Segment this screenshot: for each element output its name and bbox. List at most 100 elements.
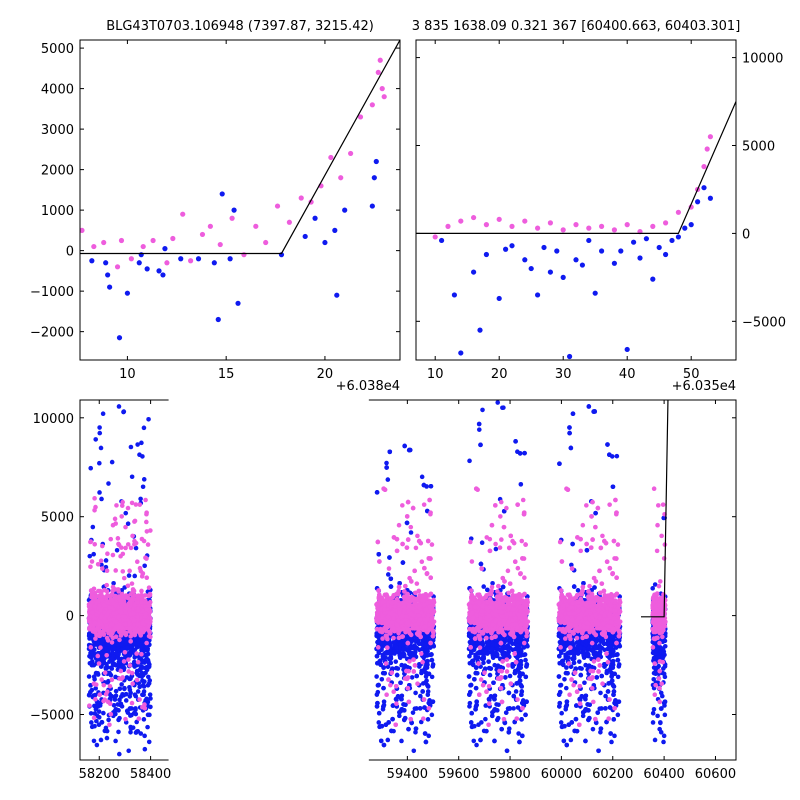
data-point: [405, 499, 411, 505]
data-point: [135, 659, 141, 665]
data-point: [704, 146, 710, 152]
data-point: [375, 645, 381, 650]
data-point: [332, 227, 338, 233]
data-point: [110, 584, 116, 590]
data-point: [412, 706, 418, 711]
data-point: [386, 677, 391, 682]
data-point: [92, 507, 97, 513]
data-point: [388, 682, 393, 688]
data-point: [98, 558, 104, 564]
data-point: [404, 514, 410, 519]
axes-frame: [79, 39, 401, 361]
data-point: [402, 443, 407, 449]
y-tick-label: 3000: [41, 123, 74, 138]
data-point: [374, 614, 380, 620]
data-point: [116, 663, 121, 669]
data-point: [96, 588, 101, 594]
model-curve: [416, 101, 736, 235]
data-point: [105, 628, 111, 634]
data-point: [114, 264, 121, 270]
data-point: [406, 627, 411, 632]
data-point: [156, 268, 162, 274]
data-point: [90, 524, 96, 530]
data-point: [132, 647, 138, 653]
data-point: [415, 681, 420, 687]
data-point: [133, 502, 139, 507]
data-point: [128, 600, 133, 606]
data-point: [390, 666, 395, 672]
data-point: [80, 227, 85, 233]
data-point: [384, 692, 389, 698]
data-point: [109, 459, 115, 465]
data-point: [88, 465, 94, 471]
data-point: [90, 610, 95, 616]
data-point: [376, 588, 381, 593]
data-point: [96, 661, 102, 666]
data-point: [106, 717, 111, 723]
data-point: [383, 661, 389, 666]
data-point: [383, 722, 389, 728]
data-point: [389, 600, 395, 606]
data-point: [147, 603, 152, 608]
data-point: [263, 239, 269, 246]
data-point: [147, 593, 153, 598]
data-point: [369, 203, 375, 209]
data-point: [405, 591, 410, 597]
data-point: [146, 664, 152, 669]
data-point: [116, 589, 121, 594]
data-point: [131, 611, 136, 616]
data-point: [93, 706, 99, 712]
data-point: [107, 659, 112, 664]
data-point: [425, 616, 430, 622]
data-point: [104, 689, 110, 695]
data-point: [101, 682, 107, 688]
data-point: [573, 257, 579, 263]
data-point: [126, 621, 132, 627]
data-point: [122, 649, 128, 655]
data-point: [140, 484, 146, 490]
data-point: [132, 573, 138, 579]
data-point: [429, 542, 435, 547]
data-point: [419, 668, 425, 674]
data-point: [396, 584, 402, 590]
data-point: [390, 716, 395, 722]
data-point: [142, 563, 147, 569]
data-point: [123, 691, 129, 697]
data-point: [426, 705, 432, 711]
data-point: [105, 551, 110, 557]
data-point: [422, 731, 428, 736]
data-point: [97, 692, 103, 698]
data-point: [522, 257, 528, 263]
data-point: [116, 652, 121, 657]
data-point: [127, 694, 133, 699]
data-point: [144, 519, 149, 525]
data-point: [143, 497, 148, 503]
data-point: [414, 581, 420, 586]
data-point: [417, 706, 423, 711]
data-point: [400, 541, 405, 547]
data-point: [95, 561, 101, 567]
axes-frame: [415, 39, 737, 361]
data-point: [143, 611, 148, 617]
data-point: [121, 659, 127, 664]
data-point: [695, 199, 701, 205]
data-point: [139, 600, 144, 605]
data-point: [127, 649, 133, 655]
data-point: [369, 102, 375, 108]
data-point: [425, 689, 431, 694]
data-point: [382, 487, 388, 493]
data-point: [707, 195, 714, 201]
data-point: [91, 243, 97, 250]
data-point: [407, 651, 412, 657]
data-point: [109, 677, 115, 683]
data-point: [376, 552, 382, 557]
data-point: [103, 558, 109, 563]
data-point: [701, 163, 707, 170]
x-tick-label: 50: [683, 367, 700, 382]
data-point: [86, 674, 92, 679]
data-point: [554, 248, 560, 254]
data-point: [144, 575, 150, 581]
data-point: [99, 566, 105, 571]
data-point: [509, 223, 515, 229]
data-point: [477, 327, 483, 333]
